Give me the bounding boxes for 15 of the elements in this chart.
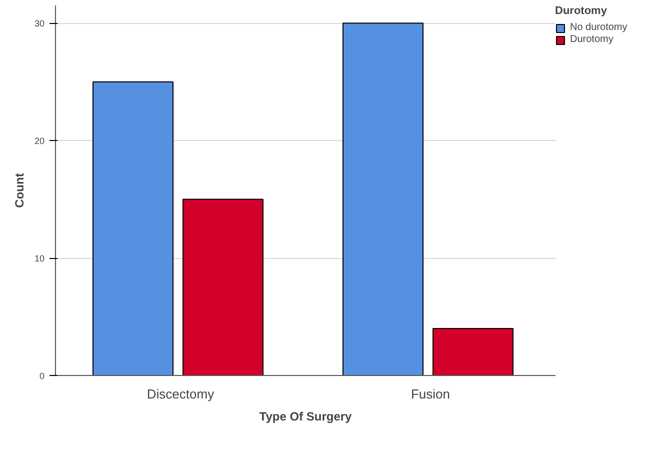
y-tick-label: 30	[34, 18, 45, 29]
bar	[182, 198, 264, 376]
legend-label: Durotomy	[570, 34, 614, 45]
y-tick-label: 10	[34, 254, 45, 264]
bar	[92, 81, 174, 376]
x-axis-title: Type Of Surgery	[259, 410, 352, 424]
x-tick-label: Fusion	[410, 386, 450, 402]
legend-title: Durotomy	[555, 5, 608, 17]
y-axis-title: Count	[12, 173, 26, 208]
x-tick-label: Discectomy	[146, 386, 215, 402]
bar	[432, 328, 514, 376]
y-tick-label: 20	[34, 136, 45, 146]
legend-label: No durotomy	[570, 22, 628, 33]
bar	[342, 22, 424, 376]
y-tick-label: 0	[39, 371, 45, 381]
